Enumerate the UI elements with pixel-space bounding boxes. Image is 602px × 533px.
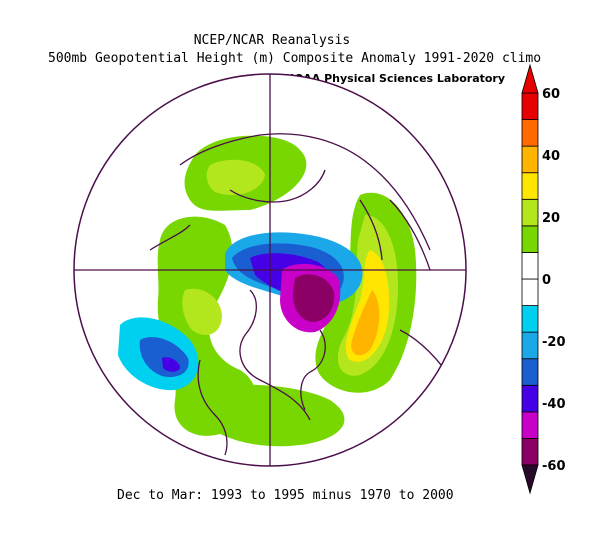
- period-label: Dec to Mar: 1993 to 1995 minus 1970 to 2…: [117, 488, 454, 503]
- colorbar-segment: [521, 92, 539, 120]
- positive-anomaly-region: [351, 290, 380, 356]
- coastlines: [149, 133, 456, 456]
- map-subtitle: 500mb Geopotential Height (m) Composite …: [48, 51, 542, 66]
- colorbar-segment: [521, 438, 539, 466]
- colorbar-tick-label: 0: [542, 273, 551, 288]
- colorbar-segment: [521, 119, 539, 147]
- positive-anomaly-region: [182, 288, 222, 335]
- colorbar-tick-label: 60: [542, 87, 560, 102]
- colorbar-tick-label: -60: [542, 459, 566, 474]
- colorbar-segment: [521, 198, 539, 227]
- colorbar-tick-label: 20: [542, 211, 560, 226]
- colorbar-extend-high: [521, 63, 539, 94]
- negative-anomaly-region: [162, 357, 180, 372]
- colorbar-segment: [521, 278, 539, 306]
- map-title: NCEP/NCAR Reanalysis: [193, 33, 351, 48]
- colorbar-segment: [521, 252, 539, 280]
- colorbar-segment: [521, 172, 539, 200]
- positive-anomaly-region: [200, 384, 345, 447]
- colorbar-segment: [521, 331, 539, 360]
- colorbar-segment: [521, 384, 539, 413]
- colorbar-tick-label: -20: [542, 335, 566, 350]
- positive-anomaly-region: [206, 159, 265, 196]
- colorbar-segment: [521, 305, 539, 333]
- colorbar-segment: [521, 225, 539, 253]
- colorbar: 60 40 20 0 -20 -40 -60: [521, 63, 566, 495]
- credit-label: NOAA Physical Sciences Laboratory: [285, 72, 506, 85]
- colorbar-segment: [521, 411, 539, 439]
- colorbar-segment: [521, 145, 539, 174]
- colorbar-segment: [521, 358, 539, 386]
- negative-anomaly-region: [292, 274, 335, 322]
- colorbar-extend-low: [521, 464, 539, 495]
- colorbar-tick-label: 40: [542, 149, 560, 164]
- colorbar-tick-label: -40: [542, 397, 566, 412]
